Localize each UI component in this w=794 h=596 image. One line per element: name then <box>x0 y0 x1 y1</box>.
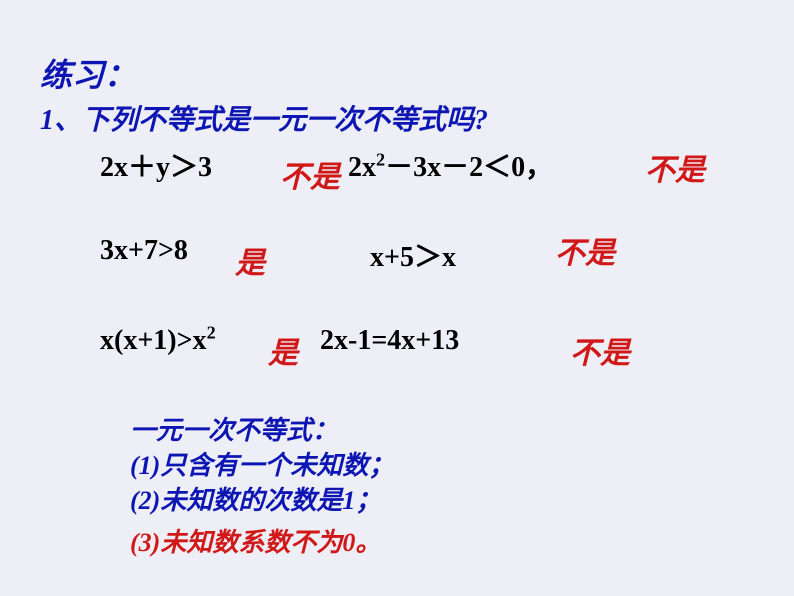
rule-1: (1)只含有一个未知数； <box>130 445 394 482</box>
rule-3: (3)未知数系数不为0。 <box>130 522 381 559</box>
answer-1-2: 不是 <box>645 145 705 189</box>
rule-2: (2)未知数的次数是1； <box>130 480 381 517</box>
expr-2-1: 3x+7>8 <box>100 235 188 267</box>
answer-3-2: 不是 <box>570 328 630 372</box>
rule-heading: 一元一次不等式： <box>130 410 338 447</box>
question-text: 1、下列不等式是一元一次不等式吗? <box>40 98 488 138</box>
expr-3-1: x(x+1)>x2 <box>100 325 216 357</box>
expr-3-2: 2x-1=4x+13 <box>320 325 459 357</box>
answer-1-1: 不是 <box>280 152 340 196</box>
answer-3-1: 是 <box>268 328 298 372</box>
expr-1-2: 2x2－3x－2＜0， <box>348 145 553 185</box>
expr-1-1: 2x＋y＞3 <box>100 145 212 185</box>
answer-2-1: 是 <box>235 238 265 282</box>
practice-title: 练习： <box>40 50 136 96</box>
answer-2-2: 不是 <box>555 228 615 272</box>
expr-2-2: x+5＞x <box>370 235 456 275</box>
